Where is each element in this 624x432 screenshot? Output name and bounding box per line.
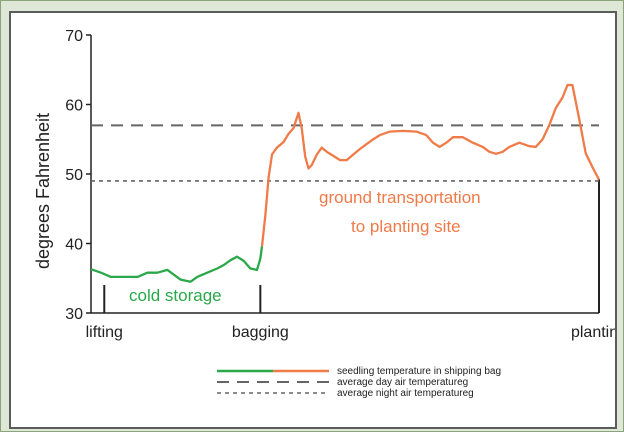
axis-layer: 30 40 50 60 70 lifting bagging planting [65, 28, 615, 341]
legend-label-night: average night air temperatureg [337, 388, 474, 399]
annotation-ground-transport-2: to planting site [351, 217, 461, 236]
legend-label-seedling: seedling temperature in shipping bag [337, 366, 501, 377]
annotation-ground-transport-1: ground transportation [319, 188, 481, 207]
y-tick-label-50: 50 [65, 167, 83, 184]
x-label-lifting: lifting [86, 324, 123, 341]
y-tick-label-70: 70 [65, 28, 83, 45]
series-cold-line [90, 246, 264, 283]
y-tick-label-30: 30 [65, 306, 83, 323]
series-layer [90, 83, 601, 283]
annotation-cold-storage: cold storage [129, 286, 222, 305]
y-tick-label-60: 60 [65, 98, 83, 115]
legend-label-day: average day air temperatureg [337, 377, 468, 388]
y-axis-label: degrees Fahrenheit [33, 113, 53, 269]
temperature-chart: 30 40 50 60 70 lifting bagging planting cold st… [33, 28, 615, 399]
x-label-planting: planting [571, 324, 615, 341]
legend: seedling temperature in shipping bag ave… [217, 366, 501, 399]
reference-lines [91, 124, 599, 182]
chart-panel: 30 40 50 60 70 lifting bagging planting cold st… [9, 11, 617, 429]
x-label-bagging: bagging [232, 324, 289, 341]
annotations: cold storage ground transportation to pl… [33, 113, 481, 305]
y-tick-label-40: 40 [65, 237, 83, 254]
series-ground-line [260, 83, 601, 247]
